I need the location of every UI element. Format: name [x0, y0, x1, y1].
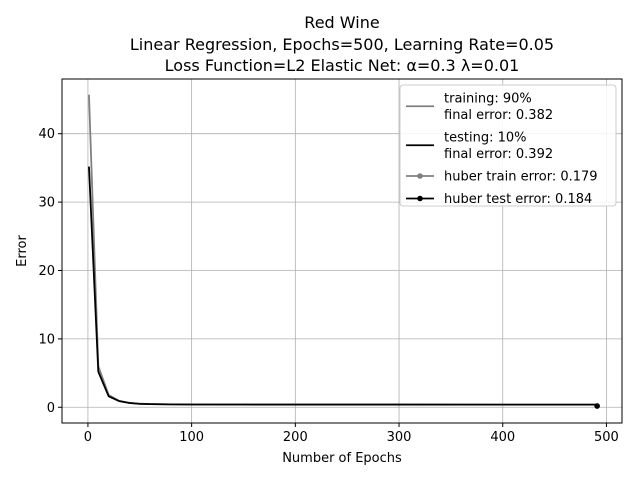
- y-axis-ticks: 0 10 20 30 40: [38, 127, 62, 416]
- x-axis-ticks: 0 100 200 300 400 500: [84, 423, 619, 445]
- y-tick-label: 0: [47, 401, 55, 416]
- legend-label-1: final error: 0.382: [444, 108, 553, 123]
- x-axis-label: Number of Epochs: [282, 451, 402, 466]
- legend-label-4: huber test error: 0.184: [444, 192, 592, 207]
- legend-box: [399, 84, 617, 207]
- legend-marker-3: [417, 173, 423, 179]
- legend-label-2: final error: 0.392: [444, 147, 553, 162]
- x-tick-label: 300: [387, 430, 412, 445]
- x-tick-label: 0: [84, 430, 92, 445]
- x-tick-label: 400: [490, 430, 515, 445]
- title-line-3: Loss Function=L2 Elastic Net: α=0.3 λ=0.…: [165, 56, 520, 75]
- x-tick-label: 200: [283, 430, 308, 445]
- x-tick-label: 500: [594, 430, 619, 445]
- y-tick-label: 20: [38, 264, 55, 279]
- legend: training: 90%final error: 0.382 testing: …: [399, 84, 617, 207]
- series-line-2: [88, 166, 598, 406]
- plot-area: [88, 94, 600, 409]
- chart-title: Red Wine Linear Regression, Epochs=500, L…: [130, 13, 554, 75]
- legend-marker-4: [417, 195, 423, 202]
- legend-label-1: training: 90%: [444, 92, 532, 107]
- legend-label-2: testing: 10%: [444, 131, 526, 146]
- y-tick-label: 30: [38, 196, 55, 211]
- series-point-4: [594, 403, 600, 409]
- x-tick-label: 100: [179, 430, 204, 445]
- y-axis-label: Error: [15, 235, 30, 267]
- legend-label-3: huber train error: 0.179: [444, 170, 598, 185]
- y-tick-label: 10: [38, 332, 55, 347]
- title-line-1: Red Wine: [304, 13, 379, 32]
- axes-frame: [61, 78, 623, 424]
- title-line-2: Linear Regression, Epochs=500, Learning …: [130, 35, 554, 54]
- y-tick-label: 40: [38, 127, 55, 142]
